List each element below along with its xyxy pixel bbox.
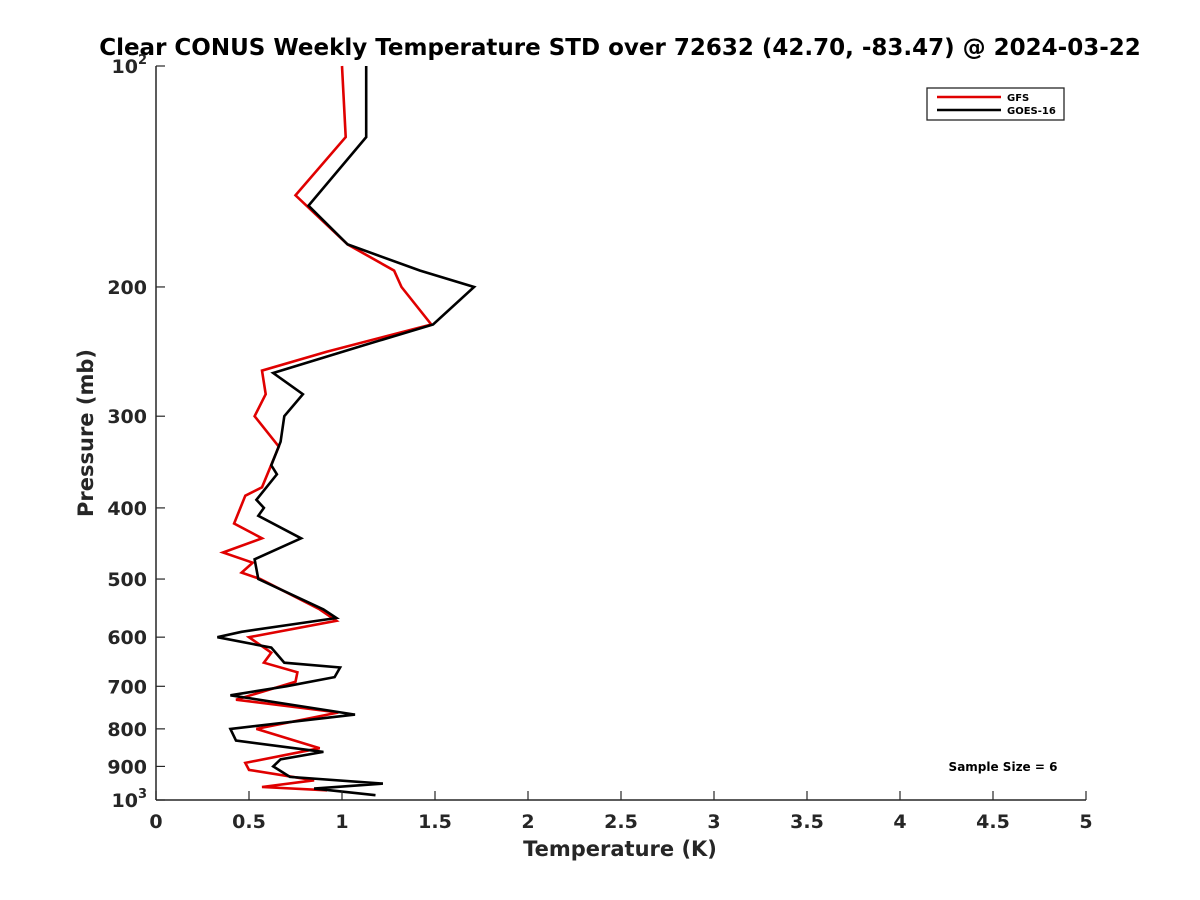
axes-layer: 0 0.5 1 1.5 2 2.5 3 3.5 4 4.5 5 102 200 300 400 500 600 7… <box>107 53 1092 833</box>
y-tick-label: 500 <box>107 569 147 591</box>
x-tick-label: 3.5 <box>790 811 824 833</box>
sample-size-annotation: Sample Size = 6 <box>949 760 1058 774</box>
y-tick-label: 600 <box>107 627 147 649</box>
legend-label-gfs: GFS <box>1007 93 1029 104</box>
y-axis-title: Pressure (mb) <box>74 349 98 517</box>
y-tick-label: 300 <box>107 406 147 428</box>
y-tick-label: 200 <box>107 277 147 299</box>
y-tick-label: 800 <box>107 719 147 741</box>
x-tick-label: 2 <box>521 811 534 833</box>
legend-label-goes-16: GOES-16 <box>1007 106 1056 117</box>
x-tick-label: 2.5 <box>604 811 638 833</box>
y-tick-label: 400 <box>107 498 147 520</box>
legend: GFS GOES-16 <box>926 87 1065 121</box>
x-tick-label: 5 <box>1079 811 1092 833</box>
series-line-gfs <box>219 65 434 792</box>
x-tick-label: 1.5 <box>418 811 452 833</box>
x-tick-label: 0.5 <box>232 811 266 833</box>
x-tick-label: 3 <box>707 811 720 833</box>
y-tick-label: 900 <box>107 756 147 778</box>
y-tick-label: 700 <box>107 676 147 698</box>
legend-box <box>926 87 1065 121</box>
series-layer <box>217 65 477 797</box>
chart-title: Clear CONUS Weekly Temperature STD over … <box>99 35 1141 61</box>
x-tick-label: 0 <box>149 811 162 833</box>
x-axis-title: Temperature (K) <box>523 837 717 861</box>
series-line-goes-16 <box>217 66 477 797</box>
x-tick-label: 4 <box>893 811 906 833</box>
x-tick-label: 1 <box>335 811 348 833</box>
y-tick-label: 103 <box>112 787 148 812</box>
y-tick-label: 102 <box>112 53 148 78</box>
x-tick-label: 4.5 <box>976 811 1010 833</box>
